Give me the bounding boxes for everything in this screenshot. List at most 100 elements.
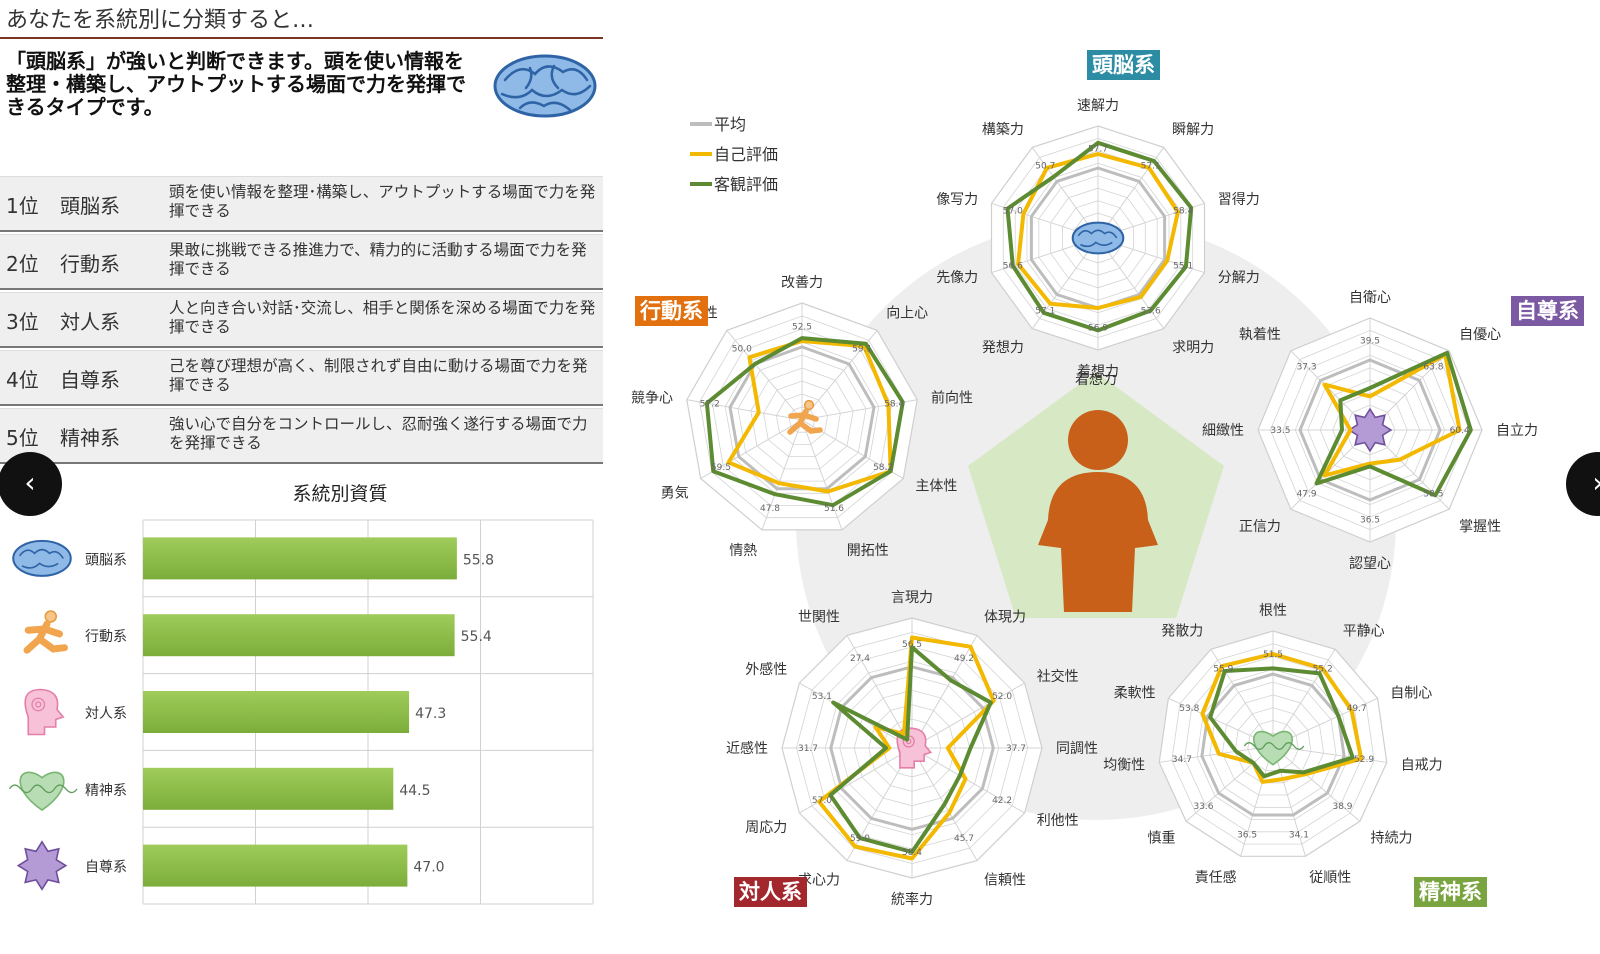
series-self — [726, 339, 893, 494]
radar-spoke — [801, 419, 843, 531]
legend-label: 自己評価 — [714, 145, 778, 164]
person-talk-icon — [24, 688, 65, 736]
radar-axis-label: 着想力 — [1077, 364, 1119, 380]
radar-axis-label: 自制心 — [1390, 685, 1432, 701]
radar-value-label: 34.1 — [1289, 830, 1309, 840]
radar-spoke — [700, 419, 803, 479]
radar-gridline — [750, 367, 854, 470]
ranking-row: 5位 精神系 強い心で自分をコントロールし、忍耐強く遂行する場面で力を発揮できる — [0, 408, 603, 464]
radar-axis-label: 世関性 — [798, 609, 840, 625]
brain-icon — [493, 54, 597, 118]
section-title: あなたを系統別に分類すると… — [6, 8, 315, 33]
radar-value-label: 51.6 — [824, 504, 844, 514]
radar-axis-label: 像写力 — [936, 192, 978, 208]
radar-axis-label: 言現力 — [891, 590, 933, 606]
radar-axis-label: 自立力 — [1496, 423, 1538, 439]
radar-value-label: 31.7 — [798, 744, 818, 754]
radar-gridline — [1247, 719, 1299, 771]
series-objective — [1005, 140, 1194, 333]
radar-value-label: 52.9 — [1354, 755, 1374, 765]
series-self — [817, 635, 996, 861]
radar-axis-label: 競争心 — [631, 390, 673, 406]
radar-axis-label: 瞬解力 — [1172, 122, 1214, 138]
radar-value-label: 52.5 — [792, 322, 812, 332]
radar-value-label: 27.4 — [850, 654, 870, 664]
bar-value-label: 44.5 — [399, 783, 430, 799]
rank-description: 果敢に挑戦できる推進力で、精力的に活動する場面で力を発揮できる — [169, 241, 587, 278]
radar-value-label: 50.0 — [732, 344, 752, 354]
series-objective — [1314, 350, 1473, 498]
radar-axis-label: 向上心 — [886, 306, 928, 322]
prev-button[interactable]: ‹ — [0, 452, 62, 516]
radar-axis-label: 外感性 — [745, 661, 787, 678]
radar-axis-label: 自優心 — [1459, 327, 1501, 343]
radar-axis-label: 速解力 — [1077, 98, 1119, 114]
radar-gridline — [1171, 643, 1375, 845]
radar-axis-label: 周応力 — [745, 820, 787, 836]
bar-category-label: 対人系 — [85, 706, 127, 722]
radar-value-label: 49.2 — [954, 654, 974, 664]
radar-axis-label: 構築力 — [982, 122, 1024, 138]
rank-category: 自尊系 — [60, 368, 120, 392]
radar-value-label: 59.1 — [852, 344, 872, 354]
radar-gridline — [1209, 681, 1337, 808]
radar-gridline — [763, 380, 841, 458]
radar-axis-label: 情熱 — [729, 543, 757, 559]
radar-spoke — [1272, 745, 1306, 857]
star-badge-icon — [1347, 407, 1393, 453]
tag-head: 頭脳系 — [1087, 50, 1160, 80]
tag-self-esteem: 自尊系 — [1511, 296, 1584, 326]
radar-axis-label: 細緻性 — [1202, 423, 1244, 439]
radar-axis-label: 求心力 — [798, 873, 840, 889]
radar-gridline — [699, 315, 905, 519]
radar-axis-label: 求明力 — [1172, 340, 1214, 356]
tag-mental: 精神系 — [1414, 877, 1487, 907]
radar-gridline — [724, 341, 880, 494]
radar-spoke — [1272, 745, 1387, 763]
title-divider — [0, 37, 603, 39]
radar-axis-label: 統率力 — [891, 891, 933, 908]
series-objective — [1208, 666, 1355, 779]
radar-value-label: 58.2 — [873, 463, 893, 473]
radar-value-label: 34.7 — [1172, 755, 1192, 765]
radar-value-label: 33.6 — [1193, 802, 1213, 812]
radar-axis-label: 正信力 — [1239, 519, 1281, 535]
radar-value-label: 47.8 — [760, 504, 780, 514]
ranking-row: 4位 自尊系 己を尊び理想が高く、制限されず自由に動ける場面で力を発揮できる — [0, 350, 603, 406]
radar-chart: 52.5 改善力 59.1 向上心 58.4 前向性 58.2 主体性 51.6 開拓性 47.8 情… — [631, 275, 973, 559]
radar-axis-label: 信頼性 — [984, 873, 1026, 889]
radar-value-label: 52.0 — [992, 692, 1012, 702]
radar-value-label: 58.4 — [902, 848, 922, 858]
radar-axis-label: 利他性 — [1037, 813, 1079, 829]
radar-value-label: 53.8 — [1179, 704, 1199, 714]
radar-axis-label: 持続力 — [1371, 830, 1413, 847]
series-self — [1016, 152, 1180, 310]
radar-value-label: 39.5 — [1360, 336, 1380, 346]
ranking-row: 1位 頭脳系 頭を使い情報を整理･構築し、アウトプットする場面で力を発揮できる — [0, 176, 603, 232]
radar-value-label: 53.1 — [812, 692, 832, 702]
star-badge-icon — [16, 840, 68, 891]
runner-icon — [23, 610, 68, 654]
radar-value-label: 42.2 — [992, 796, 1012, 806]
series-average — [1298, 358, 1442, 502]
radar-axis-label: 従順性 — [1309, 870, 1351, 886]
radar-axis-label: 主体性 — [915, 479, 957, 495]
radar-value-label: 58.5 — [1423, 489, 1443, 499]
series-self — [1200, 652, 1364, 784]
radar-axis-label: 先像力 — [936, 270, 978, 286]
radar-value-label: 51.5 — [1263, 650, 1283, 660]
radar-axis-label: 平静心 — [1343, 624, 1385, 640]
radar-value-label: 55.1 — [1173, 262, 1193, 272]
radar-axis-label: 開拓性 — [847, 543, 889, 559]
runner-icon — [787, 399, 823, 435]
radar-value-label: 55.2 — [1313, 665, 1333, 675]
bar-category-label: 精神系 — [85, 783, 127, 799]
radar-axis-label: 改善力 — [781, 275, 823, 291]
rank-category: 精神系 — [60, 426, 120, 450]
radar-value-label: 56.6 — [1003, 262, 1023, 272]
radar-spoke — [1272, 649, 1336, 747]
radar-spoke — [1031, 147, 1099, 239]
ranking-row: 2位 行動系 果敢に挑戦できる推進力で、精力的に活動する場面で力を発揮できる — [0, 234, 603, 290]
bar-value-label: 47.0 — [413, 860, 444, 876]
radar-axis-label: 認望心 — [1349, 556, 1391, 572]
